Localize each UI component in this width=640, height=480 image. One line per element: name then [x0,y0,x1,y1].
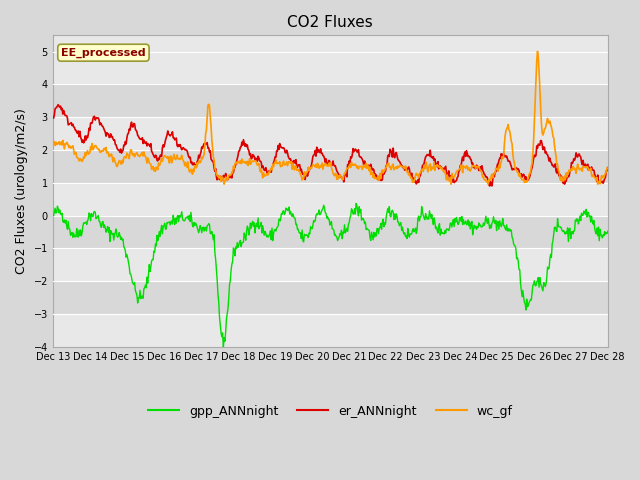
Legend: gpp_ANNnight, er_ANNnight, wc_gf: gpp_ANNnight, er_ANNnight, wc_gf [143,400,518,423]
Bar [52,117,608,150]
Y-axis label: CO2 Fluxes (urology/m2/s): CO2 Fluxes (urology/m2/s) [15,108,28,274]
Bar [52,150,608,183]
Bar [52,216,608,248]
Bar [52,248,608,281]
Bar [52,314,608,347]
Bar [52,52,608,84]
Bar [52,183,608,216]
Bar [52,281,608,314]
Text: EE_processed: EE_processed [61,48,146,58]
Bar [52,84,608,117]
Title: CO2 Fluxes: CO2 Fluxes [287,15,373,30]
